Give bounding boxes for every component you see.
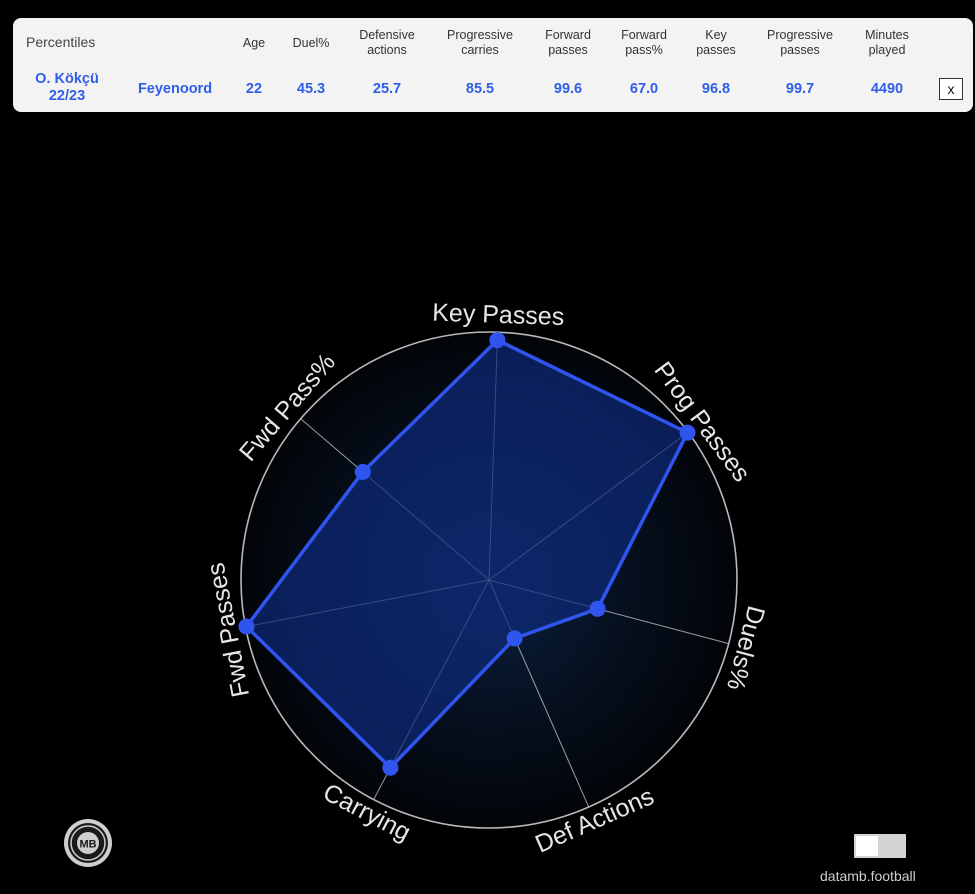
value-age: 22 (245, 81, 263, 97)
value-forward-passes: 99.6 (553, 81, 583, 97)
value-key-passes: 96.8 (701, 81, 731, 97)
header-forward-passes: Forward passes (545, 28, 591, 57)
percentiles-label: Percentiles (26, 34, 96, 50)
header-minutes-played: Minutes played (865, 28, 909, 57)
header-forward-pass-pct: Forward pass% (621, 28, 667, 57)
value-progressive-passes: 99.7 (785, 81, 815, 97)
header-key-passes: Key passes (696, 28, 736, 57)
credit-text: datamb.football (820, 868, 916, 884)
radar-point[interactable] (589, 600, 606, 617)
toggle-knob (856, 836, 878, 856)
header-progressive-passes: Progressive passes (767, 28, 833, 57)
radar-point[interactable] (382, 759, 399, 776)
value-duel: 45.3 (296, 81, 326, 97)
radar-series-area (244, 338, 690, 770)
stats-panel: Percentiles Age Duel% Defensive actions P… (13, 18, 973, 112)
value-minutes-played: 4490 (870, 81, 904, 97)
header-duel: Duel% (292, 36, 330, 50)
radar-point[interactable] (506, 630, 523, 647)
mb-logo-icon: MB (63, 818, 113, 868)
team-name[interactable]: Feyenoord (137, 81, 213, 97)
header-progressive-carries: Progressive carries (447, 28, 513, 57)
value-progressive-carries: 85.5 (465, 81, 495, 97)
header-defensive-actions: Defensive actions (359, 28, 415, 57)
theme-toggle[interactable] (854, 834, 906, 858)
logo-text: MB (79, 839, 96, 851)
value-defensive-actions: 25.7 (372, 81, 402, 97)
radar-axis-label: Key Passes (432, 299, 565, 332)
radar-point[interactable] (679, 424, 696, 441)
radar-point[interactable] (354, 463, 371, 480)
header-age: Age (242, 36, 266, 50)
close-button[interactable]: x (939, 78, 963, 100)
player-name[interactable]: O. Kökçü 22/23 (35, 71, 99, 104)
radar-point[interactable] (238, 618, 255, 635)
radar-point[interactable] (489, 332, 506, 349)
value-forward-pass-pct: 67.0 (629, 81, 659, 97)
